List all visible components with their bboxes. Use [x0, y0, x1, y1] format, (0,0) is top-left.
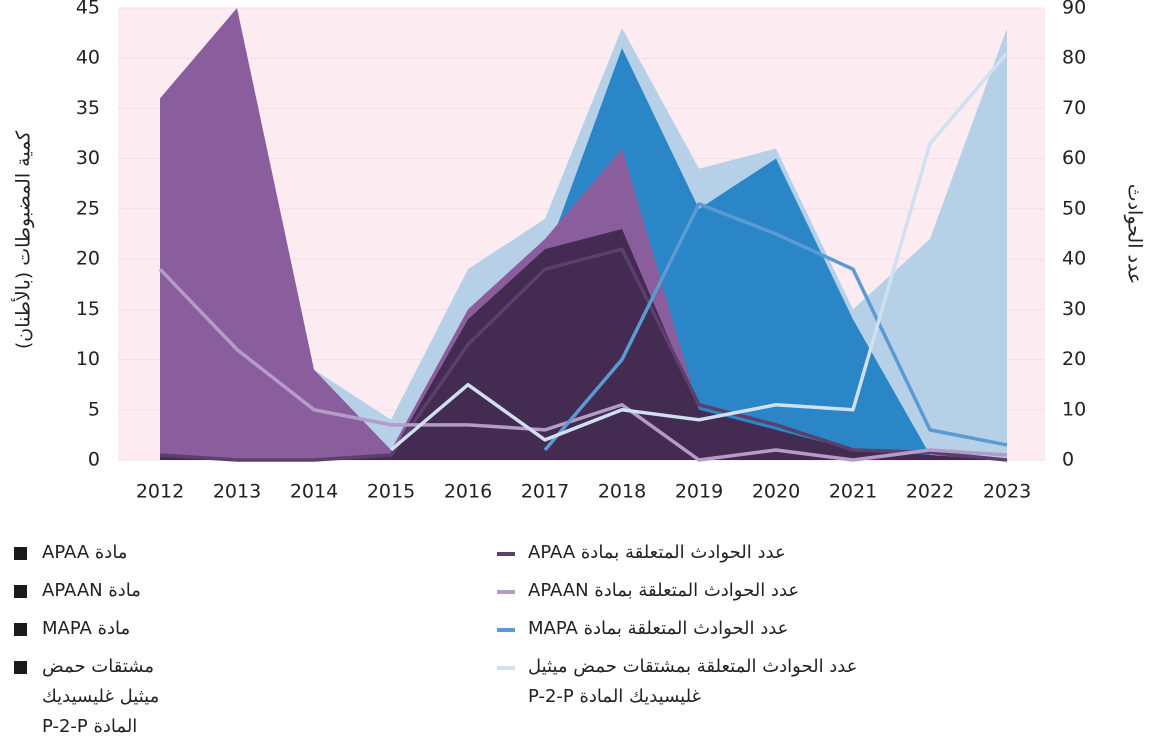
line	[159, 247, 1008, 462]
y-axis-title: كمية المضبوطات (بالأطنان)	[12, 130, 35, 349]
legend-label: عدد الحوادث المتعلقة بمادة APAA	[528, 542, 786, 563]
y2-tick-label: 0	[1062, 449, 1074, 471]
legend-label: عدد الحوادث المتعلقة بمادة APAAN	[528, 580, 800, 601]
x-tick-label: 2012	[136, 481, 184, 503]
y2-tick-label: 20	[1062, 348, 1086, 370]
legend-marker	[14, 585, 27, 598]
x-tick-label: 2014	[290, 481, 338, 503]
y-tick-label: 30	[76, 147, 100, 169]
y-tick-label: 45	[76, 0, 100, 19]
x-tick-label: 2020	[752, 481, 800, 503]
y2-tick-label: 90	[1062, 0, 1086, 19]
x-tick-label: 2019	[675, 481, 723, 503]
x-tick-label: 2013	[213, 481, 261, 503]
legend-marker	[497, 590, 515, 594]
legend-label: عدد الحوادث المتعلقة بمادة MAPA	[528, 618, 789, 639]
line	[543, 202, 1008, 452]
y-tick-label: 40	[76, 47, 100, 69]
legend-label: مشتقات حمض ميثيل غليسيديك المادة P-2-P	[42, 656, 160, 737]
y2-tick-label: 40	[1062, 248, 1086, 270]
area	[160, 8, 1007, 460]
x-tick-label: 2021	[829, 481, 877, 503]
y-tick-label: 35	[76, 97, 100, 119]
y2-tick-label: 80	[1062, 47, 1086, 69]
legend-label: مادة MAPA	[42, 618, 131, 639]
legend-marker	[14, 623, 27, 636]
legend-marker	[14, 661, 27, 674]
y2-tick-label: 60	[1062, 147, 1086, 169]
x-tick-label: 2015	[367, 481, 415, 503]
x-tick-label: 2018	[598, 481, 646, 503]
legend-label: مادة APAAN	[42, 580, 141, 601]
line	[158, 267, 1008, 462]
x-tick-label: 2016	[444, 481, 492, 503]
x-tick-label: 2017	[521, 481, 569, 503]
y2-tick-label: 10	[1062, 398, 1086, 420]
legend-marker	[497, 628, 515, 632]
y-tick-label: 25	[76, 197, 100, 219]
y2-tick-label: 70	[1062, 97, 1086, 119]
legend-label: مادة APAA	[42, 542, 128, 563]
legend-label: عدد الحوادث المتعلقة بمشتقات حمض ميثيل غ…	[528, 656, 858, 707]
x-tick-label: 2022	[906, 481, 954, 503]
y-tick-label: 5	[88, 398, 100, 420]
y-tick-label: 20	[76, 248, 100, 270]
y2-tick-label: 30	[1062, 298, 1086, 320]
x-tick-label: 2023	[983, 481, 1031, 503]
y2-axis-title: عدد الحوادث	[1124, 184, 1146, 285]
y-tick-label: 10	[76, 348, 100, 370]
y-tick-label: 15	[76, 298, 100, 320]
area	[160, 228, 1007, 460]
y2-tick-label: 50	[1062, 197, 1086, 219]
line	[389, 52, 1009, 452]
legend-marker	[497, 666, 515, 670]
legend-marker	[14, 547, 27, 560]
y-tick-label: 0	[88, 449, 100, 471]
legend-marker	[497, 552, 515, 556]
